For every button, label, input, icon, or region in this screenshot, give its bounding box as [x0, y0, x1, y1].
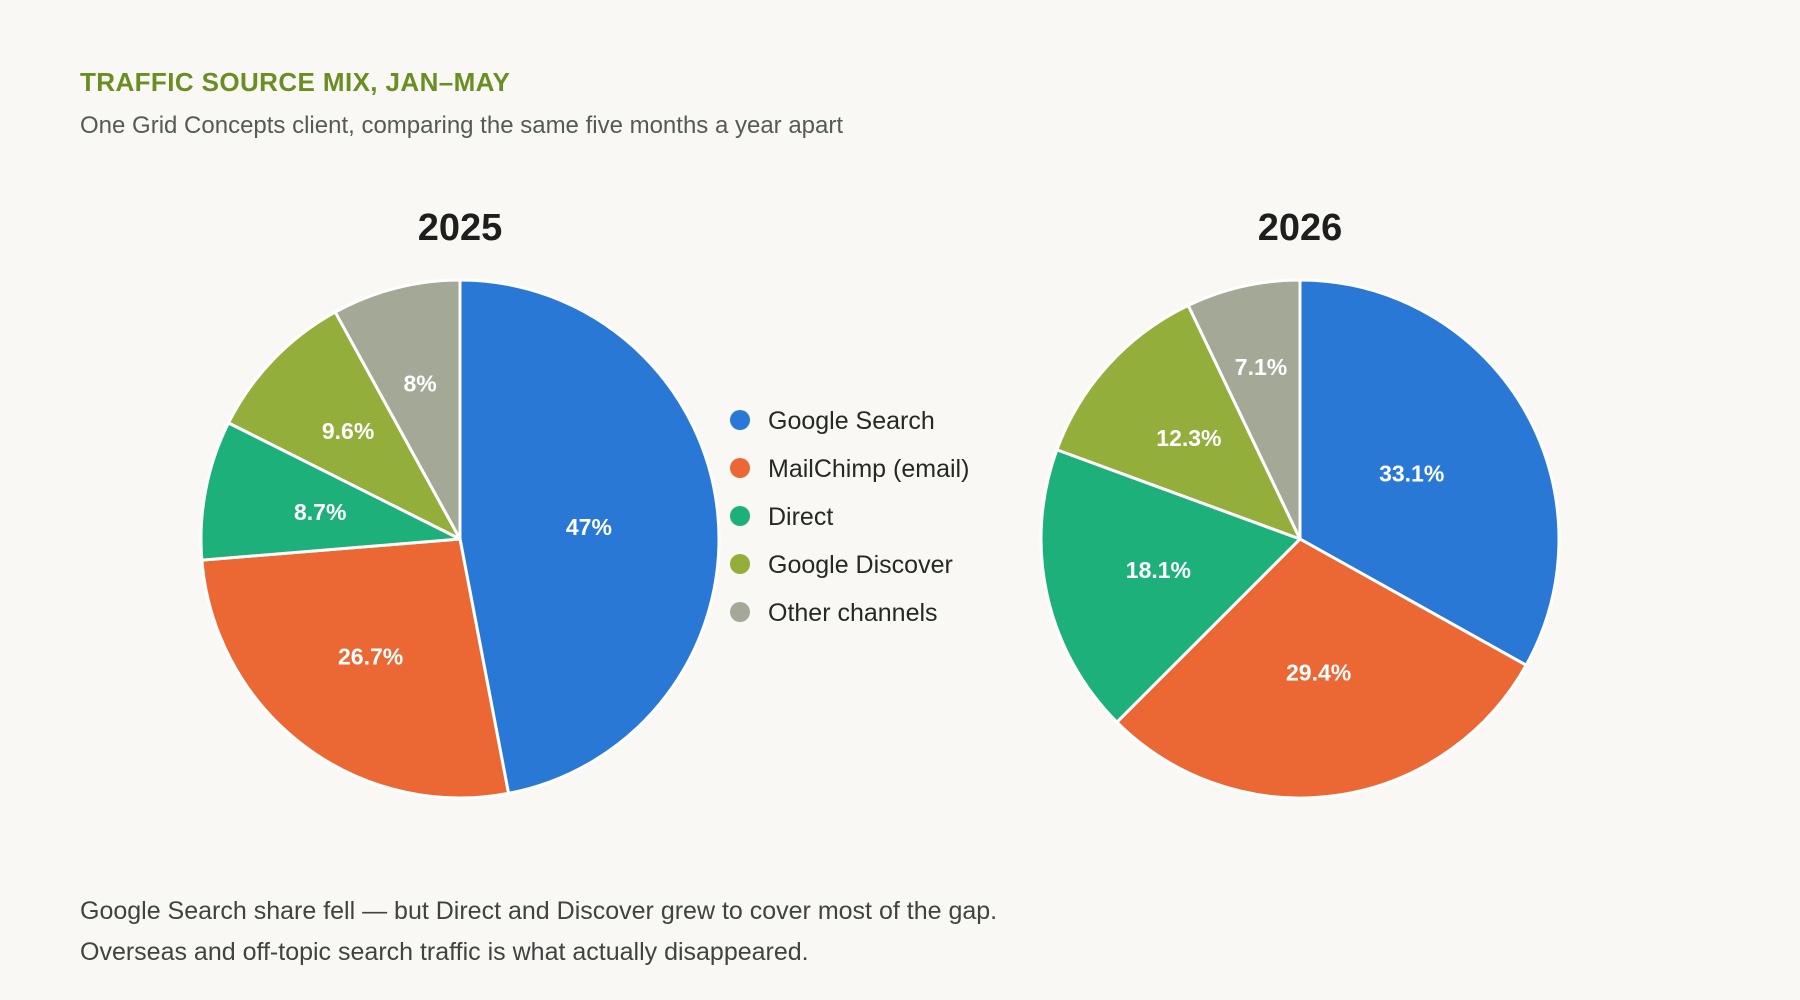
pie-slice-google-search: [1298, 278, 1561, 667]
slice-label-direct: 18.1%: [1126, 557, 1191, 583]
pie-slice-google-discover: [1055, 303, 1302, 541]
pie-title: 2025: [418, 207, 503, 249]
legend-item: Google Search: [730, 407, 935, 435]
legend-item: MailChimp (email): [730, 455, 969, 483]
slice-label-google-discover: 9.6%: [322, 418, 374, 444]
legend-swatch: [730, 458, 750, 478]
pie-title: 2026: [1258, 207, 1343, 249]
slice-label-direct: 8.7%: [294, 499, 346, 525]
legend-item: Other channels: [730, 599, 938, 627]
pie-chart-2025: 2025 47% 26.7% 8.7% 9.6% 8%: [199, 207, 721, 800]
slice-label-mailchimp-email: 26.7%: [338, 644, 403, 670]
slice-label-google-discover: 12.3%: [1156, 425, 1221, 451]
pie-slice-other-channels: [1186, 278, 1302, 541]
slice-label-google-search: 47%: [566, 514, 612, 540]
pie-slice-other-channels: [333, 278, 462, 541]
pie-charts: 2025 47% 26.7% 8.7% 9.6% 8% 2026 33.1% 29.4% 18.1…: [199, 207, 1561, 800]
pie-slice-direct: [199, 421, 462, 562]
legend-item: Google Discover: [730, 551, 953, 579]
legend-swatch: [730, 554, 750, 574]
pie-slice-mailchimp-email: [200, 537, 511, 800]
slice-label-other-channels: 8%: [403, 371, 436, 397]
slice-label-other-channels: 7.1%: [1235, 354, 1287, 380]
legend-label: Other channels: [768, 599, 938, 627]
chart-kicker-title: TRAFFIC SOURCE MIX, JAN–MAY: [80, 67, 511, 97]
pie-chart-2026: 2026 33.1% 29.4% 18.1% 12.3% 7.1%: [1039, 207, 1561, 800]
legend-swatch: [730, 602, 750, 622]
chart-subtitle: One Grid Concepts client, comparing the …: [80, 112, 844, 139]
legend-label: Google Discover: [768, 551, 953, 579]
legend-swatch: [730, 506, 750, 526]
legend-swatch: [730, 410, 750, 430]
pie-slice-direct: [1039, 448, 1302, 724]
pie-slice-google-discover: [227, 310, 462, 541]
slice-label-google-search: 33.1%: [1379, 460, 1444, 486]
pie-slice-mailchimp-email: [1115, 537, 1528, 800]
legend-label: MailChimp (email): [768, 455, 969, 483]
slice-label-mailchimp-email: 29.4%: [1286, 659, 1351, 685]
legend: Google Search MailChimp (email) Direct Goog…: [730, 407, 969, 627]
chart-footnote: Google Search share fell — but Direct an…: [80, 897, 998, 966]
pie-slice-google-search: [458, 278, 721, 795]
legend-label: Direct: [768, 503, 833, 531]
legend-label: Google Search: [768, 407, 935, 435]
legend-item: Direct: [730, 503, 833, 531]
